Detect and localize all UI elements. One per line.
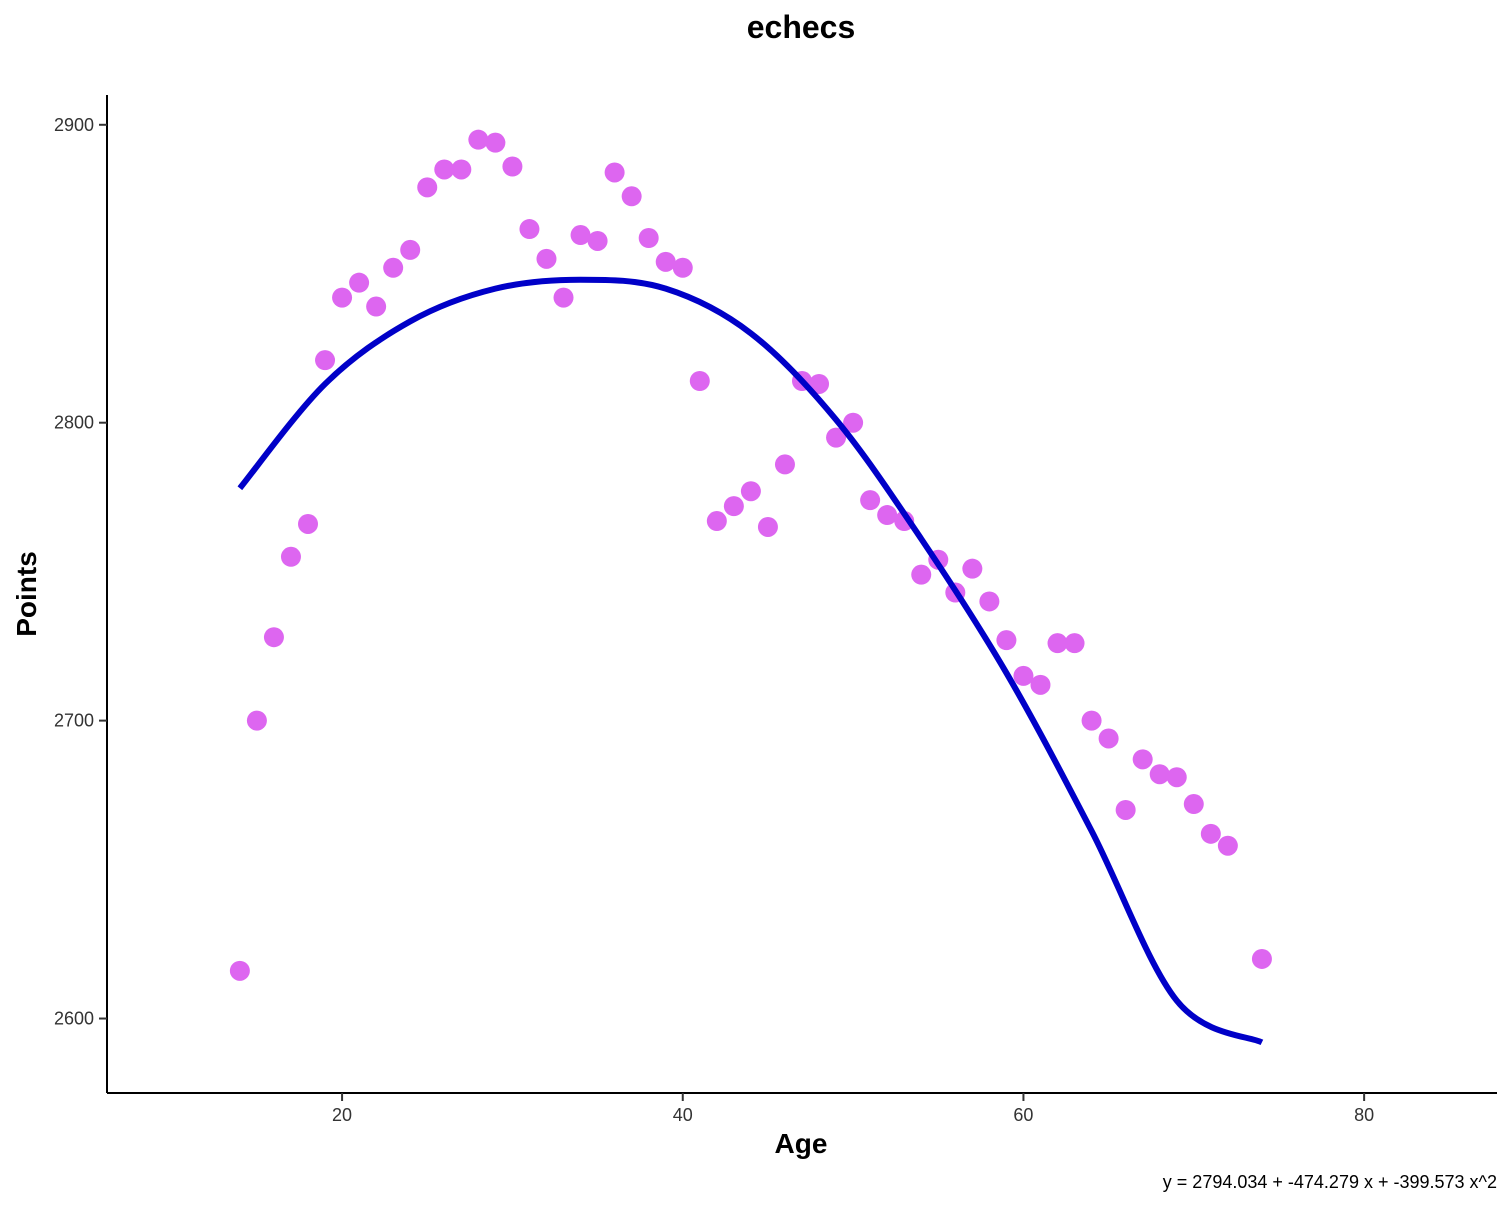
data-point xyxy=(280,546,301,567)
chart-title: echecs xyxy=(747,9,856,45)
data-point xyxy=(979,591,1000,612)
data-point xyxy=(519,219,540,240)
x-axis-title: Age xyxy=(775,1128,828,1159)
data-point xyxy=(1013,665,1034,686)
x-tick-label: 40 xyxy=(673,1105,693,1125)
data-point xyxy=(553,287,574,308)
data-point xyxy=(604,162,625,183)
data-point xyxy=(1149,764,1170,785)
data-point xyxy=(1030,674,1051,695)
data-point xyxy=(757,516,778,537)
data-point xyxy=(468,129,489,150)
data-point xyxy=(706,511,727,532)
data-point xyxy=(315,350,336,371)
data-point xyxy=(689,370,710,391)
y-axis-ticks: 2600 2700 2800 2900 xyxy=(54,115,107,1029)
data-point xyxy=(723,496,744,517)
data-point xyxy=(809,373,830,394)
data-point xyxy=(587,230,608,251)
data-point xyxy=(843,412,864,433)
x-tick-label: 60 xyxy=(1013,1105,1033,1125)
data-point xyxy=(246,710,267,731)
data-point xyxy=(672,257,693,278)
data-point xyxy=(911,564,932,585)
data-point xyxy=(570,225,591,246)
data-point xyxy=(1047,633,1068,654)
y-tick-label: 2700 xyxy=(54,711,94,731)
data-point xyxy=(655,251,676,272)
data-point xyxy=(774,454,795,475)
data-point xyxy=(1200,823,1221,844)
y-tick-label: 2800 xyxy=(54,413,94,433)
data-point xyxy=(1115,799,1136,820)
data-point xyxy=(263,627,284,648)
data-point xyxy=(536,248,557,269)
data-point xyxy=(962,558,983,579)
data-point xyxy=(1217,835,1238,856)
data-point xyxy=(826,427,847,448)
data-point xyxy=(740,481,761,502)
data-point xyxy=(383,257,404,278)
data-point xyxy=(332,287,353,308)
x-tick-label: 80 xyxy=(1354,1105,1374,1125)
data-point xyxy=(298,513,319,534)
x-axis-ticks: 20 40 60 80 xyxy=(332,1093,1374,1125)
data-point xyxy=(1166,767,1187,788)
data-point xyxy=(1183,794,1204,815)
y-tick-label: 2600 xyxy=(54,1009,94,1029)
data-point xyxy=(1064,633,1085,654)
data-point xyxy=(502,156,523,177)
data-point xyxy=(1081,710,1102,731)
data-point xyxy=(638,227,659,248)
data-point xyxy=(229,960,250,981)
y-tick-label: 2900 xyxy=(54,115,94,135)
y-axis-title: Points xyxy=(11,551,42,637)
data-point xyxy=(1251,948,1272,969)
data-point xyxy=(451,159,472,180)
fitted-curve-line xyxy=(237,276,1264,1046)
data-point xyxy=(877,505,898,526)
data-point xyxy=(1132,749,1153,770)
regression-equation: y = 2794.034 + -474.279 x + -399.573 x^2 xyxy=(1163,1172,1497,1192)
data-point xyxy=(485,132,506,153)
data-point xyxy=(417,177,438,198)
data-point xyxy=(1098,728,1119,749)
data-point xyxy=(860,490,881,511)
data-point xyxy=(434,159,455,180)
data-point xyxy=(366,296,387,317)
plot-area xyxy=(229,129,1272,1046)
data-point xyxy=(621,186,642,207)
data-point xyxy=(349,272,370,293)
x-tick-label: 20 xyxy=(332,1105,352,1125)
data-point xyxy=(996,630,1017,651)
data-point xyxy=(400,239,421,260)
